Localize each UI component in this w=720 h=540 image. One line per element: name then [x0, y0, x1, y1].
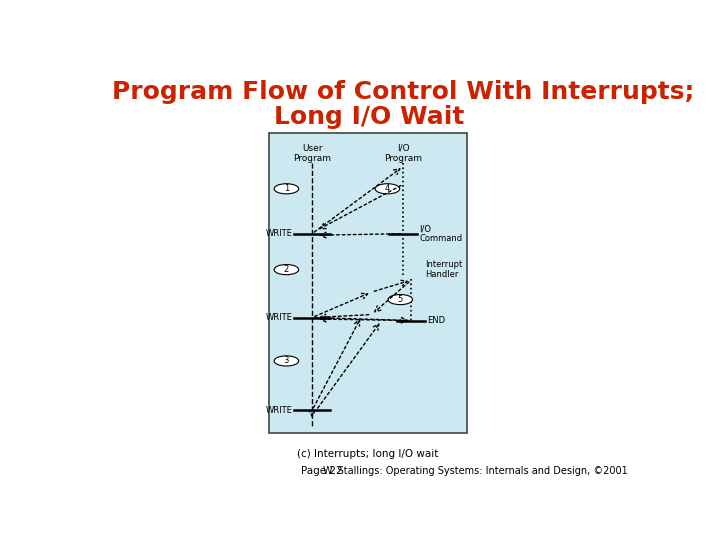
Text: I/O
Program: I/O Program: [384, 144, 422, 163]
Text: W. Stallings: Operating Systems: Internals and Design, ©2001: W. Stallings: Operating Systems: Interna…: [323, 467, 627, 476]
Text: WRITE: WRITE: [266, 406, 292, 415]
Text: Long I/O Wait: Long I/O Wait: [274, 105, 464, 129]
Ellipse shape: [274, 356, 299, 366]
Ellipse shape: [388, 294, 413, 305]
Text: 2: 2: [284, 265, 289, 274]
Text: END: END: [427, 316, 445, 325]
Text: (c) Interrupts; long I/O wait: (c) Interrupts; long I/O wait: [297, 449, 438, 459]
Ellipse shape: [375, 184, 400, 194]
Ellipse shape: [274, 265, 299, 275]
Text: User
Program: User Program: [293, 144, 331, 163]
Text: 3: 3: [284, 356, 289, 366]
Ellipse shape: [274, 184, 299, 194]
Text: 5: 5: [397, 295, 403, 304]
Text: WRITE: WRITE: [266, 313, 292, 322]
Text: Program Flow of Control With Interrupts;: Program Flow of Control With Interrupts;: [112, 80, 695, 104]
Text: Page 22: Page 22: [301, 467, 343, 476]
Text: 1: 1: [284, 184, 289, 193]
Text: WRITE: WRITE: [266, 229, 292, 238]
Text: I/O
Command: I/O Command: [419, 224, 462, 243]
Text: Interrupt
Handler: Interrupt Handler: [425, 260, 462, 279]
Bar: [269, 133, 467, 433]
Text: 4: 4: [384, 184, 390, 193]
